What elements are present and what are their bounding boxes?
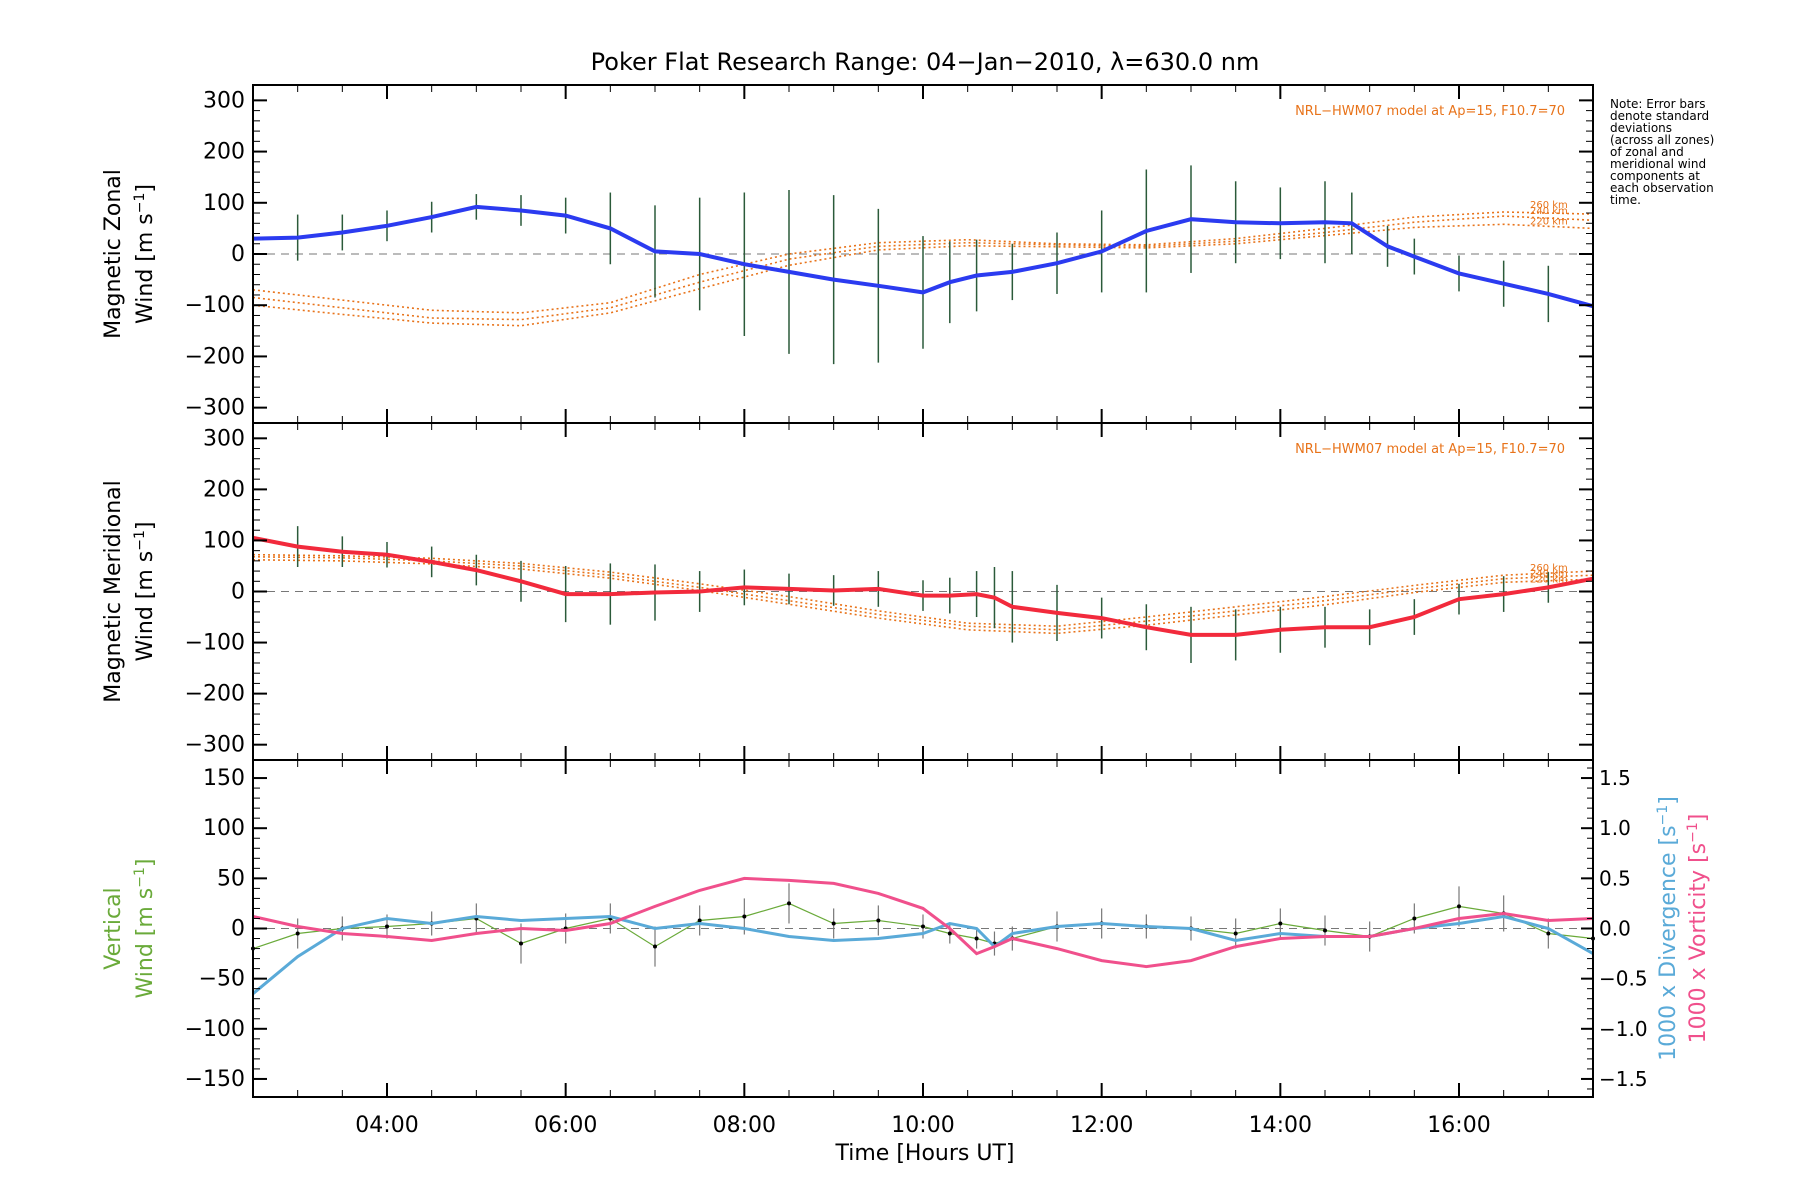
y2-tick-label: 0.0 xyxy=(1599,917,1631,941)
note-line: time. xyxy=(1610,193,1641,207)
y2-tick-label: 1.5 xyxy=(1599,766,1631,790)
y-tick-label: 200 xyxy=(203,140,245,165)
model-label: NRL−HWM07 model at Ap=15, F10.7=70 xyxy=(1295,442,1565,457)
vorticity-line xyxy=(252,876,1594,969)
y-label-line2: Wind [m s−1] xyxy=(132,184,158,324)
y-tick-label: −300 xyxy=(185,733,245,758)
vertical-wind-point xyxy=(787,901,791,906)
y-tick-label: −200 xyxy=(185,682,245,707)
y2-tick-label: −0.5 xyxy=(1599,967,1648,991)
y-tick-label: 0 xyxy=(231,242,245,267)
vertical-wind-point xyxy=(385,924,389,929)
y-tick-label: 50 xyxy=(217,866,245,891)
vertical-wind-point xyxy=(742,914,747,919)
y2-label-divergence: 1000 x Divergence [s−1] xyxy=(1655,796,1681,1061)
vertical-wind-point xyxy=(974,936,979,941)
vertical-wind-point xyxy=(697,918,702,923)
y-tick-label: −200 xyxy=(185,344,245,369)
note-line: of zonal and xyxy=(1610,145,1684,159)
vertical-wind-point xyxy=(831,921,836,926)
vertical-wind-point xyxy=(1233,931,1238,936)
vertical-wind-point xyxy=(1457,904,1461,909)
model-altitude-label: 260 km xyxy=(1530,563,1568,574)
vertical-wind-point xyxy=(876,918,881,923)
y2-label-vorticity: 1000 x Vorticity [s−1] xyxy=(1685,814,1711,1044)
y-tick-label: −150 xyxy=(185,1067,245,1092)
model-altitude-label: 240 km xyxy=(1530,206,1568,217)
x-tick-label: 06:00 xyxy=(534,1113,597,1138)
y-tick-label: 100 xyxy=(203,816,245,841)
y2-tick-label: −1.5 xyxy=(1599,1067,1648,1091)
chart-title: Poker Flat Research Range: 04−Jan−2010, … xyxy=(591,48,1260,76)
x-tick-label: 14:00 xyxy=(1249,1113,1312,1138)
y-label-line2: Wind [m s−1] xyxy=(132,859,158,999)
note-line: (across all zones) xyxy=(1610,133,1714,147)
vertical-wind-point xyxy=(947,931,952,936)
note-line: Note: Error bars xyxy=(1610,97,1705,111)
note-line: each observation xyxy=(1610,181,1714,195)
vertical-wind-point xyxy=(653,944,657,949)
y-label-line2: Wind [m s−1] xyxy=(132,522,158,662)
y-tick-label: 0 xyxy=(231,917,245,942)
x-tick-label: 10:00 xyxy=(891,1113,954,1138)
vertical-wind-point xyxy=(1278,921,1283,926)
y-tick-label: −100 xyxy=(185,631,245,656)
x-tick-label: 16:00 xyxy=(1427,1113,1490,1138)
model-line-3 xyxy=(252,223,1594,327)
note-line: deviations xyxy=(1610,121,1672,135)
note-line: components at xyxy=(1610,169,1700,183)
x-tick-label: 08:00 xyxy=(713,1113,776,1138)
y-tick-label: 100 xyxy=(203,191,245,216)
y-tick-label: 100 xyxy=(203,528,245,553)
vertical-wind-point xyxy=(1323,928,1327,933)
note-line: meridional wind xyxy=(1610,157,1706,171)
vertical-wind-point xyxy=(1546,931,1551,936)
vertical-wind-point xyxy=(921,924,925,929)
meridional-wind-line xyxy=(252,535,1594,637)
model-altitude-label: 260 km xyxy=(1530,200,1568,211)
y-tick-label: 300 xyxy=(203,88,245,113)
y2-tick-label: 0.5 xyxy=(1599,866,1631,890)
zonal-wind-line xyxy=(252,204,1594,309)
y-label-line1: Magnetic Zonal xyxy=(101,169,126,339)
vertical-wind-point xyxy=(295,931,300,936)
y-tick-label: −100 xyxy=(185,293,245,318)
model-altitude-label: 220 km xyxy=(1530,216,1568,227)
y-tick-label: −50 xyxy=(199,967,245,992)
y-tick-label: 150 xyxy=(203,766,245,791)
vertical-wind-point xyxy=(519,941,523,946)
y-tick-label: −100 xyxy=(185,1017,245,1042)
y2-tick-label: 1.0 xyxy=(1599,816,1631,840)
y-label-line1: Vertical xyxy=(101,887,126,969)
y2-tick-label: −1.0 xyxy=(1599,1017,1648,1041)
panel-vertical: 1.5 1.0 0.5 0.0 −0.5 −1.0 −1.5 1000 x Divergenc… xyxy=(101,759,1711,1098)
y-tick-label: 0 xyxy=(231,580,245,605)
y-tick-label: 300 xyxy=(203,426,245,451)
x-tick-label: 12:00 xyxy=(1070,1113,1133,1138)
vertical-wind-point xyxy=(1412,916,1417,921)
x-tick-label: 04:00 xyxy=(355,1113,418,1138)
y-tick-label: 200 xyxy=(203,477,245,502)
note-line: denote standard xyxy=(1610,109,1709,123)
model-label: NRL−HWM07 model at Ap=15, F10.7=70 xyxy=(1295,104,1565,119)
y-label-line1: Magnetic Meridional xyxy=(101,480,126,702)
x-axis-label: Time [Hours UT] xyxy=(835,1141,1015,1166)
y-tick-label: −300 xyxy=(185,396,245,421)
